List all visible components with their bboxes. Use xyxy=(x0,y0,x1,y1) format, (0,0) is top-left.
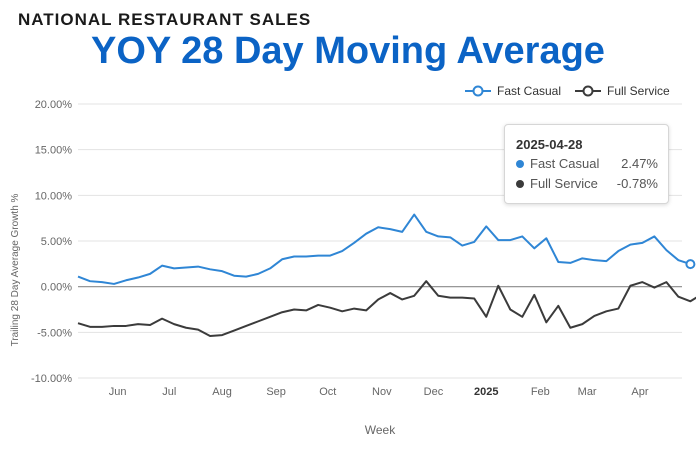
hover-markers xyxy=(685,259,696,270)
series-lines xyxy=(77,213,696,337)
x-tick-label: Oct xyxy=(319,386,336,398)
tooltip-dot-fast-casual xyxy=(516,160,524,168)
tooltip-value-full-service: -0.78% xyxy=(616,176,658,191)
chart-kicker: NATIONAL RESTAURANT SALES xyxy=(18,10,312,29)
x-tick-label: Sep xyxy=(266,386,286,398)
tooltip-row-full-service: Full Service -0.78% xyxy=(516,176,658,192)
y-tick-label: 15.00% xyxy=(35,145,73,157)
x-axis: Jun Jul Aug Sep Oct Nov Dec 2025 Feb Mar Apr xyxy=(109,386,649,398)
hover-point-fast-casual xyxy=(685,259,696,270)
x-tick-label: Dec xyxy=(424,386,444,398)
tooltip-date: 2025-04-28 xyxy=(516,137,583,152)
grid-lines xyxy=(78,103,682,379)
legend-swatch-fast-casual xyxy=(465,85,491,97)
chart-headline: YOY 28 Day Moving Average xyxy=(91,30,605,72)
y-tick-label: 20.00% xyxy=(35,99,73,111)
x-tick-label: Aug xyxy=(212,386,232,398)
tooltip-dot-full-service xyxy=(516,180,524,188)
x-axis-title: Week xyxy=(365,423,396,437)
y-tick-label: -10.00% xyxy=(31,373,72,385)
y-tick-label: 5.00% xyxy=(41,236,72,248)
x-tick-label: Feb xyxy=(531,386,550,398)
tooltip-value-fast-casual: 2.47% xyxy=(621,156,658,171)
tooltip-label-full-service: Full Service xyxy=(530,176,598,191)
chart-tooltip: 2025-04-28 Fast Casual 2.47% Full Servic… xyxy=(504,124,669,204)
series-line-fast-casual[interactable] xyxy=(77,213,691,285)
y-tick-label: -5.00% xyxy=(37,327,72,339)
y-axis: -10.00% -5.00% 0.00% 5.00% 10.00% 15.00% 20.00… xyxy=(31,99,72,385)
legend-label-full-service: Full Service xyxy=(607,84,670,98)
legend-label-fast-casual: Fast Casual xyxy=(497,84,562,98)
x-tick-label: Nov xyxy=(372,386,392,398)
series-line-full-service[interactable] xyxy=(77,280,696,337)
tooltip-label-fast-casual: Fast Casual xyxy=(530,156,600,171)
x-tick-label: Mar xyxy=(578,386,597,398)
x-tick-label: Apr xyxy=(631,386,648,398)
y-tick-label: 0.00% xyxy=(41,282,72,294)
y-tick-label: 10.00% xyxy=(35,190,73,202)
x-tick-label: Jul xyxy=(162,386,176,398)
x-tick-label: Jun xyxy=(109,386,127,398)
x-tick-label: 2025 xyxy=(474,386,498,398)
tooltip-row-fast-casual: Fast Casual 2.47% xyxy=(516,156,658,172)
y-axis-title: Trailing 28 Day Average Growth % xyxy=(10,193,21,346)
legend-swatch-full-service xyxy=(575,85,601,97)
